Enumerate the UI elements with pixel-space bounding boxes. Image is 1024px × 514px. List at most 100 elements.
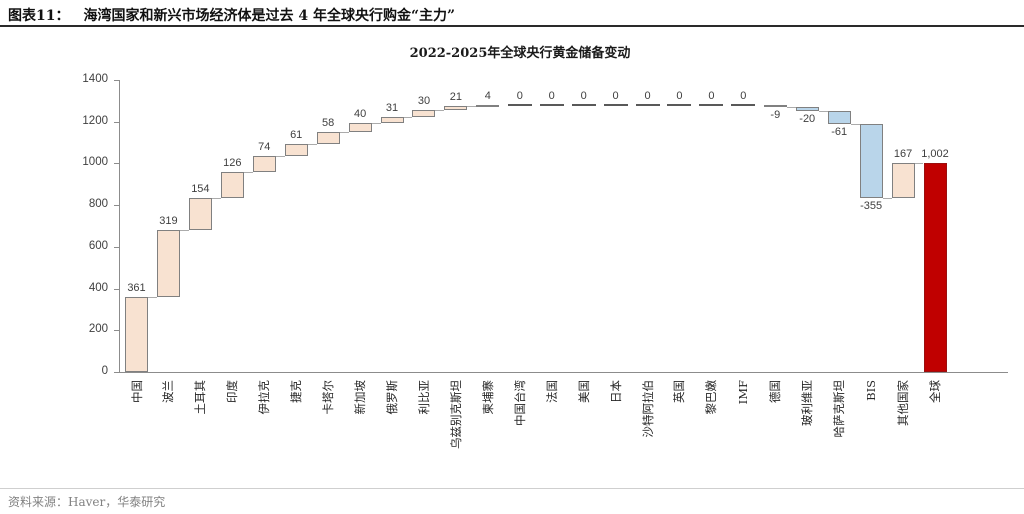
bar-卡塔尔 bbox=[316, 131, 340, 144]
bar-value-label: 154 bbox=[191, 183, 210, 196]
figure-number: 图表11： bbox=[8, 8, 70, 24]
bar-伊拉克 bbox=[252, 156, 276, 172]
waterfall-connector bbox=[467, 106, 477, 108]
waterfall-connector bbox=[914, 163, 924, 165]
y-axis-tick bbox=[114, 80, 119, 81]
waterfall-connector bbox=[850, 124, 860, 125]
bar-value-label: 0 bbox=[580, 90, 587, 103]
bar-哈萨克斯坦 bbox=[827, 111, 851, 124]
x-axis-label: IMF bbox=[736, 380, 751, 405]
bar-value-label: 61 bbox=[290, 128, 303, 141]
x-axis-label: 全球 bbox=[928, 380, 942, 403]
waterfall-connector bbox=[275, 156, 285, 158]
waterfall-connector bbox=[371, 123, 381, 125]
waterfall-connector bbox=[818, 111, 828, 113]
y-axis-tick bbox=[114, 205, 119, 207]
x-axis-label: 沙特阿拉伯 bbox=[640, 380, 655, 438]
y-axis-tick-label: 0 bbox=[101, 365, 108, 377]
bar-印度 bbox=[220, 171, 244, 199]
x-axis-label: BIS bbox=[864, 380, 879, 401]
x-axis-label: 卡塔尔 bbox=[321, 380, 336, 415]
bar-value-label: 0 bbox=[548, 90, 555, 103]
x-axis-label: 土耳其 bbox=[193, 380, 208, 415]
x-axis-label: 日本 bbox=[608, 380, 623, 403]
chart-title: 2022-2025年全球央行黄金储备变动 bbox=[409, 46, 631, 61]
figure-header: 图表11： 海湾国家和新兴市场经济体是过去 4 年全球央行购金“主力” bbox=[8, 5, 1018, 25]
x-axis-label: 黎巴嫩 bbox=[704, 380, 719, 415]
y-axis-tick bbox=[114, 121, 119, 123]
footer-divider bbox=[0, 488, 1024, 489]
x-axis-label: 德国 bbox=[768, 380, 783, 403]
y-axis-tick bbox=[114, 246, 119, 248]
y-axis-tick-label: 1400 bbox=[82, 73, 108, 85]
x-axis-label: 俄罗斯 bbox=[385, 380, 400, 415]
zero-bar-IMF bbox=[731, 104, 756, 107]
x-axis-label: 英国 bbox=[672, 380, 687, 403]
y-axis-line bbox=[119, 80, 120, 372]
bar-value-label: 0 bbox=[676, 90, 683, 103]
zero-bar-沙特阿拉伯 bbox=[635, 104, 660, 107]
bar-柬埔寨 bbox=[476, 105, 500, 108]
y-axis-tick bbox=[114, 163, 119, 165]
bar-value-label: 0 bbox=[740, 90, 747, 103]
waterfall-connector bbox=[211, 198, 221, 200]
waterfall-connector bbox=[786, 107, 796, 109]
bar-BIS bbox=[859, 124, 883, 199]
x-axis-label: 其他国家 bbox=[896, 380, 911, 426]
x-axis-label: 捷克 bbox=[289, 380, 304, 403]
zero-bar-法国 bbox=[539, 104, 564, 107]
bar-value-label: -61 bbox=[831, 126, 848, 138]
zero-bar-中国台湾 bbox=[507, 104, 532, 107]
bar-利比亚 bbox=[412, 110, 436, 117]
bar-乌兹别克斯坦 bbox=[444, 106, 468, 111]
waterfall-connector bbox=[307, 143, 317, 145]
source-note: 资料来源：Haver，华泰研究 bbox=[8, 495, 166, 509]
bar-玻利维亚 bbox=[795, 107, 819, 112]
bar-土耳其 bbox=[188, 198, 212, 231]
y-axis-tick-label: 200 bbox=[88, 323, 108, 336]
waterfall-connector bbox=[339, 131, 349, 133]
bar-value-label: 126 bbox=[223, 156, 242, 169]
x-axis-label: 伊拉克 bbox=[257, 380, 272, 415]
waterfall-connector bbox=[435, 110, 445, 112]
bar-value-label: -9 bbox=[770, 109, 781, 122]
bar-value-label: 0 bbox=[516, 90, 523, 103]
bar-value-label: 0 bbox=[708, 90, 715, 103]
bar-value-label: 21 bbox=[449, 91, 463, 104]
bar-德国 bbox=[763, 105, 787, 108]
y-axis-tick-label: 800 bbox=[88, 198, 108, 211]
bar-新加坡 bbox=[348, 123, 372, 132]
x-axis-label: 玻利维亚 bbox=[800, 380, 815, 426]
x-axis-label: 印度 bbox=[225, 380, 240, 403]
bar-俄罗斯 bbox=[380, 116, 404, 124]
x-axis-label: 乌兹别克斯坦 bbox=[448, 380, 463, 449]
x-axis-label: 中国 bbox=[129, 380, 144, 403]
bar-value-label: 0 bbox=[644, 90, 651, 103]
zero-bar-美国 bbox=[571, 104, 596, 107]
bar-value-label: 1,002 bbox=[921, 148, 949, 160]
bar-波兰 bbox=[156, 230, 180, 297]
bar-value-label: 167 bbox=[893, 148, 913, 161]
bar-value-label: 30 bbox=[417, 95, 431, 108]
y-axis-tick-label: 1200 bbox=[82, 114, 108, 127]
header-divider bbox=[0, 25, 1024, 27]
bar-value-label: -20 bbox=[799, 113, 816, 126]
y-axis-tick-label: 600 bbox=[88, 239, 108, 252]
x-axis-label: 法国 bbox=[544, 380, 559, 403]
waterfall-connector bbox=[882, 198, 892, 200]
y-axis-tick-label: 1000 bbox=[82, 156, 108, 169]
zero-bar-英国 bbox=[667, 104, 692, 107]
y-axis-tick-label: 400 bbox=[88, 281, 108, 294]
bar-中国 bbox=[125, 296, 148, 372]
x-axis-label: 中国台湾 bbox=[512, 380, 527, 426]
bar-其他国家 bbox=[891, 163, 915, 199]
x-axis-label: 利比亚 bbox=[416, 380, 431, 415]
x-axis-label: 柬埔寨 bbox=[480, 380, 495, 415]
bar-value-label: 74 bbox=[258, 141, 271, 154]
waterfall-connector bbox=[179, 230, 189, 232]
zero-bar-日本 bbox=[603, 104, 628, 107]
bar-value-label: 361 bbox=[127, 281, 146, 294]
x-axis-label: 美国 bbox=[576, 380, 591, 403]
